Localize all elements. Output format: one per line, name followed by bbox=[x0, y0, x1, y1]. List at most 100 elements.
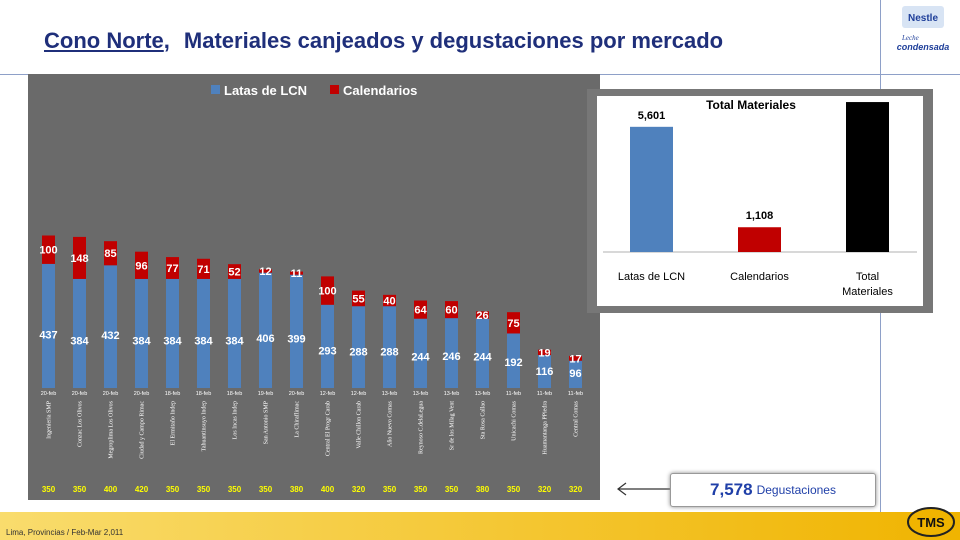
degustaciones-value: 380 bbox=[476, 485, 490, 494]
date-label: 20-feb bbox=[134, 391, 150, 397]
data-label-calendarios: 148 bbox=[70, 253, 88, 265]
category-label: Unicachi Comas bbox=[512, 400, 518, 440]
bar-latas bbox=[414, 318, 427, 388]
category-label: Tahuantinsuyo Indep bbox=[202, 401, 208, 451]
degustaciones-value: 320 bbox=[538, 485, 552, 494]
tms-logo-text: TMS bbox=[917, 515, 945, 530]
date-label: 13-feb bbox=[382, 391, 398, 397]
total-materials-chart: Total Materiales 5,601 Latas de LCN 1,108 Ca… bbox=[603, 85, 917, 298]
date-label: 18-feb bbox=[196, 391, 212, 397]
date-label: 13-feb bbox=[413, 391, 429, 397]
data-label-calendarios: 17 bbox=[569, 353, 581, 365]
date-label: 20-feb bbox=[41, 391, 57, 397]
data-label-calendarios: 26 bbox=[476, 310, 488, 322]
degustaciones-value: 350 bbox=[259, 485, 273, 494]
data-label-calendarios: 55 bbox=[352, 293, 364, 305]
total-materials-panel: Total Materiales 5,601 Latas de LCN 1,108 Ca… bbox=[587, 85, 933, 313]
date-label: 20-feb bbox=[289, 391, 305, 397]
data-label-calendarios: 71 bbox=[197, 264, 209, 276]
bar-latas bbox=[135, 278, 148, 388]
date-label: 11-feb bbox=[568, 391, 583, 397]
degustaciones-value: 350 bbox=[445, 485, 459, 494]
degustaciones-value: 320 bbox=[569, 485, 583, 494]
bar-calendarios bbox=[476, 311, 489, 319]
data-label-latas: 384 bbox=[163, 335, 182, 347]
bar-latas bbox=[197, 278, 210, 388]
degustaciones-value: 400 bbox=[104, 485, 118, 494]
bar-calendarios bbox=[197, 258, 210, 279]
total-bar-label: 1,108 bbox=[746, 210, 774, 222]
data-label-latas: 192 bbox=[504, 357, 522, 369]
category-label: Megroplima Los Olivos bbox=[109, 400, 115, 458]
logo-badge bbox=[902, 6, 944, 28]
bar-latas bbox=[73, 278, 86, 388]
total-bar-label: 6,709 bbox=[854, 96, 882, 97]
category-label: Conzac Los Olivos bbox=[78, 400, 84, 447]
bar-calendarios bbox=[73, 236, 86, 279]
data-label-latas: 384 bbox=[194, 335, 213, 347]
bar-latas bbox=[445, 318, 458, 388]
degustaciones-callout: 7,578 Degustaciones bbox=[670, 473, 876, 507]
title-region: Cono Norte bbox=[44, 28, 164, 53]
data-label-latas: 399 bbox=[287, 334, 305, 346]
bar-calendarios bbox=[104, 241, 117, 266]
category-label: La Chiraflimac bbox=[294, 401, 301, 438]
bar-latas bbox=[104, 265, 117, 388]
data-label-latas: 116 bbox=[536, 366, 554, 378]
bar-latas bbox=[228, 278, 241, 388]
logo-brand: Nestle bbox=[908, 13, 938, 24]
data-label-calendarios: 11 bbox=[291, 268, 303, 280]
category-label: Ingenieria SMP bbox=[47, 400, 53, 438]
date-label: 13-feb bbox=[444, 391, 460, 397]
bar-calendarios bbox=[445, 301, 458, 319]
data-label-latas: 384 bbox=[225, 335, 244, 347]
footer-bar bbox=[0, 512, 960, 540]
bar-latas bbox=[383, 306, 396, 388]
total-category-label: Calendarios bbox=[730, 271, 789, 283]
date-label: 11-feb bbox=[506, 391, 521, 397]
legend-label-calendarios: Calendarios bbox=[343, 83, 417, 98]
category-label: El Ermitaño Indep bbox=[171, 401, 177, 445]
data-label-calendarios: 12 bbox=[259, 266, 271, 278]
bar-calendarios bbox=[290, 271, 303, 275]
legend-swatch-calendarios bbox=[330, 85, 339, 94]
data-label-calendarios: 19 bbox=[538, 347, 550, 359]
data-label-latas: 96 bbox=[569, 368, 581, 380]
total-bar bbox=[738, 227, 781, 252]
tms-logo: TMS bbox=[907, 507, 955, 537]
bar-calendarios bbox=[259, 269, 272, 273]
degustaciones-value: 420 bbox=[135, 485, 149, 494]
date-label: 11-feb bbox=[537, 391, 552, 397]
title-text: Materiales canjeados y degustaciones por… bbox=[183, 28, 724, 53]
bar-calendarios bbox=[321, 276, 334, 305]
category-label: Reynoso C.delaLegua bbox=[419, 401, 425, 454]
data-label-calendarios: 100 bbox=[318, 286, 336, 298]
data-label-calendarios: 96 bbox=[135, 260, 147, 272]
data-label-latas: 437 bbox=[39, 329, 57, 341]
nestle-logo: Nestle Leche condensada bbox=[897, 6, 949, 52]
date-label: 20-feb bbox=[72, 391, 88, 397]
total-materials-chart-area: Total Materiales 5,601 Latas de LCN 1,108 Ca… bbox=[597, 85, 923, 306]
category-label: Los Incas Indep bbox=[233, 401, 239, 439]
bar-calendarios bbox=[383, 294, 396, 307]
degustaciones-total: 7,578 bbox=[710, 480, 753, 499]
arrow-icon bbox=[617, 482, 670, 496]
bar-latas bbox=[166, 278, 179, 388]
degustaciones-value: 380 bbox=[290, 485, 304, 494]
data-label-latas: 244 bbox=[473, 351, 492, 363]
category-label: Central Comas bbox=[574, 400, 580, 436]
total-category-label: Total bbox=[856, 271, 879, 283]
data-label-latas: 244 bbox=[411, 351, 430, 363]
market-chart: Latas de LCN Calendarios 437 100 20-feb Ingen… bbox=[39, 83, 583, 494]
degustaciones-value: 350 bbox=[197, 485, 211, 494]
date-label: 12-feb bbox=[320, 391, 336, 397]
category-label: Valle Chillon Carab bbox=[357, 401, 363, 449]
category-label: Sr de los Milag Vent bbox=[450, 401, 456, 451]
bar-latas bbox=[290, 274, 303, 388]
bar-calendarios bbox=[352, 290, 365, 307]
page-title: Cono Norte, Materiales canjeados y degust… bbox=[44, 28, 723, 54]
total-bar bbox=[846, 102, 889, 252]
data-label-calendarios: 75 bbox=[507, 318, 519, 330]
total-category-label: Materiales bbox=[842, 286, 893, 298]
bar-calendarios bbox=[414, 300, 427, 319]
